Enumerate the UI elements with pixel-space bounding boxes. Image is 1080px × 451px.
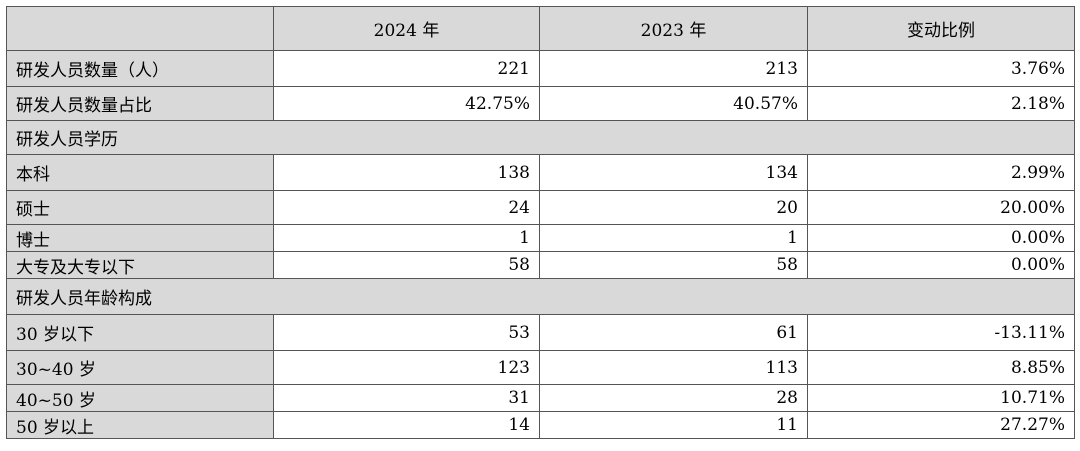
- value-2023: 1: [539, 224, 808, 252]
- value-2024: 53: [273, 314, 540, 351]
- row-label: 40~50 岁: [6, 384, 274, 412]
- value-2024: 42.75%: [273, 86, 540, 121]
- change-ratio: 2.18%: [807, 86, 1075, 121]
- header-2024: 2024 年: [273, 6, 540, 51]
- change-ratio: 8.85%: [807, 350, 1075, 385]
- header-corner: [6, 6, 274, 51]
- table-row: 博士 1 1 0.00%: [6, 224, 1075, 252]
- table-row: 硕士 24 20 20.00%: [6, 190, 1075, 225]
- table-row: 研发人员数量（人） 221 213 3.76%: [6, 50, 1075, 87]
- table-row: 30~40 岁 123 113 8.85%: [6, 350, 1075, 385]
- row-label: 本科: [6, 154, 274, 191]
- value-2023: 113: [539, 350, 808, 385]
- row-label: 30 岁以下: [6, 314, 274, 351]
- section-label: 研发人员学历: [6, 120, 1075, 155]
- value-2024: 221: [273, 50, 540, 87]
- table-row: 研发人员数量占比 42.75% 40.57% 2.18%: [6, 86, 1075, 121]
- change-ratio: 27.27%: [807, 411, 1075, 439]
- value-2024: 138: [273, 154, 540, 191]
- rd-staff-table: 2024 年 2023 年 变动比例 研发人员数量（人） 221 213 3.76% 研…: [6, 6, 1075, 439]
- table-row: 30 岁以下 53 61 -13.11%: [6, 314, 1075, 351]
- table-row: 大专及大专以下 58 58 0.00%: [6, 251, 1075, 279]
- table-header-row: 2024 年 2023 年 变动比例: [6, 6, 1075, 51]
- value-2023: 213: [539, 50, 808, 87]
- value-2023: 58: [539, 251, 808, 279]
- table-body: 2024 年 2023 年 变动比例 研发人员数量（人） 221 213 3.76% 研…: [6, 6, 1075, 439]
- value-2024: 24: [273, 190, 540, 225]
- value-2023: 11: [539, 411, 808, 439]
- value-2024: 14: [273, 411, 540, 439]
- row-label: 大专及大专以下: [6, 251, 274, 279]
- row-label: 30~40 岁: [6, 350, 274, 385]
- change-ratio: 2.99%: [807, 154, 1075, 191]
- value-2024: 31: [273, 384, 540, 412]
- table-row: 本科 138 134 2.99%: [6, 154, 1075, 191]
- change-ratio: 0.00%: [807, 224, 1075, 252]
- value-2023: 61: [539, 314, 808, 351]
- header-2023: 2023 年: [539, 6, 808, 51]
- header-change: 变动比例: [807, 6, 1075, 51]
- value-2024: 123: [273, 350, 540, 385]
- row-label: 研发人员数量（人）: [6, 50, 274, 87]
- change-ratio: -13.11%: [807, 314, 1075, 351]
- row-label: 博士: [6, 224, 274, 252]
- change-ratio: 20.00%: [807, 190, 1075, 225]
- section-row: 研发人员学历: [6, 120, 1075, 155]
- value-2023: 134: [539, 154, 808, 191]
- value-2023: 28: [539, 384, 808, 412]
- change-ratio: 3.76%: [807, 50, 1075, 87]
- change-ratio: 10.71%: [807, 384, 1075, 412]
- table-row: 40~50 岁 31 28 10.71%: [6, 384, 1075, 412]
- row-label: 硕士: [6, 190, 274, 225]
- row-label: 研发人员数量占比: [6, 86, 274, 121]
- section-label: 研发人员年龄构成: [6, 278, 1075, 315]
- value-2023: 20: [539, 190, 808, 225]
- value-2024: 58: [273, 251, 540, 279]
- table-row: 50 岁以上 14 11 27.27%: [6, 411, 1075, 439]
- section-row: 研发人员年龄构成: [6, 278, 1075, 315]
- value-2023: 40.57%: [539, 86, 808, 121]
- change-ratio: 0.00%: [807, 251, 1075, 279]
- value-2024: 1: [273, 224, 540, 252]
- row-label: 50 岁以上: [6, 411, 274, 439]
